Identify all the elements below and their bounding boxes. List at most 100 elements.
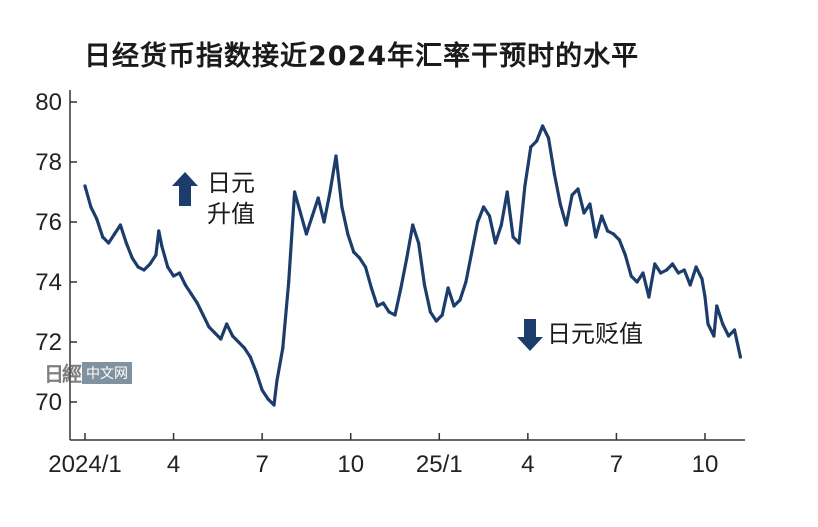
- data-point: [570, 193, 574, 197]
- data-point: [213, 331, 217, 335]
- data-point: [177, 271, 182, 275]
- data-point: [706, 322, 710, 326]
- data-point: [482, 205, 486, 209]
- y-tick-labels: 70 72 74 76 78 80: [35, 89, 62, 416]
- data-point: [352, 250, 356, 254]
- data-point: [670, 262, 675, 266]
- data-point: [375, 304, 379, 308]
- data-point: [381, 301, 385, 305]
- down-arrow-icon: [517, 319, 543, 351]
- data-point: [101, 235, 105, 239]
- data-point: [446, 286, 450, 290]
- data-point: [242, 346, 246, 350]
- data-point: [310, 214, 314, 218]
- data-point: [641, 271, 645, 275]
- data-point: [160, 244, 164, 248]
- data-point: [272, 403, 276, 407]
- data-point: [157, 229, 161, 233]
- data-point: [676, 271, 681, 275]
- data-point: [582, 211, 586, 215]
- data-point: [505, 190, 509, 194]
- data-point: [440, 313, 444, 317]
- watermark-text: 中文网: [82, 361, 132, 384]
- data-point: [428, 310, 432, 314]
- data-point: [369, 286, 373, 290]
- data-point: [576, 187, 580, 191]
- data-point: [275, 379, 279, 383]
- data-point: [183, 283, 187, 287]
- data-point: [493, 241, 497, 245]
- x-tick-labels: 2024/1 4 7 10 25/1 4 7 10: [48, 451, 718, 478]
- data-point: [715, 304, 719, 308]
- data-point: [107, 241, 111, 245]
- x-tick-label: 25/1: [416, 451, 463, 478]
- data-point: [236, 340, 241, 344]
- data-point: [393, 313, 397, 317]
- data-point: [511, 235, 515, 239]
- data-point: [287, 280, 291, 284]
- data-point: [260, 388, 264, 392]
- data-point: [405, 256, 409, 260]
- data-point: [83, 184, 87, 188]
- data-point: [172, 274, 176, 278]
- data-point: [647, 295, 651, 299]
- data-point: [254, 370, 258, 374]
- data-point: [399, 286, 403, 290]
- data-point: [721, 322, 725, 326]
- x-tick-label: 10: [692, 451, 719, 478]
- x-tick-label: 7: [610, 451, 623, 478]
- data-point: [629, 274, 633, 278]
- x-tick-label: 10: [337, 451, 364, 478]
- up-arrow-icon: [172, 172, 198, 206]
- y-tick-label: 72: [35, 329, 62, 356]
- data-point: [458, 298, 462, 302]
- data-point: [738, 355, 743, 359]
- data-point: [281, 346, 285, 350]
- watermark-logo: 日經: [44, 362, 82, 386]
- data-point: [195, 301, 199, 305]
- data-point: [387, 310, 391, 314]
- data-point: [611, 232, 616, 236]
- x-tick-label: 7: [255, 451, 268, 478]
- data-point: [118, 223, 122, 227]
- data-point: [487, 214, 492, 218]
- data-point: [334, 154, 338, 158]
- data-point: [727, 334, 731, 338]
- annotation-down: 日元贬值: [517, 319, 643, 351]
- data-point: [434, 319, 438, 323]
- data-point: [225, 322, 229, 326]
- data-point: [688, 283, 692, 287]
- data-point: [623, 253, 627, 257]
- data-point: [588, 202, 592, 206]
- data-point: [499, 223, 503, 227]
- data-point: [340, 205, 344, 209]
- data-point: [694, 265, 698, 269]
- y-tick-label: 74: [35, 269, 62, 296]
- data-point: [95, 217, 99, 221]
- data-point: [89, 205, 93, 209]
- data-point: [248, 355, 252, 359]
- data-point: [564, 223, 568, 227]
- chart-title: 日经货币指数接近2024年汇率干预时的水平: [84, 41, 640, 72]
- data-point: [529, 145, 533, 149]
- data-point: [293, 190, 297, 194]
- series-line: [83, 124, 742, 407]
- data-point: [535, 139, 539, 143]
- data-point: [148, 262, 152, 266]
- data-point: [417, 241, 421, 245]
- data-point: [142, 268, 146, 272]
- data-point: [207, 325, 211, 329]
- data-point: [653, 262, 657, 266]
- data-point: [665, 268, 669, 272]
- data-point: [635, 280, 639, 284]
- data-point: [594, 235, 598, 239]
- data-point: [219, 337, 223, 341]
- data-point: [266, 397, 270, 401]
- data-point: [166, 265, 170, 269]
- axes: [69, 90, 745, 441]
- y-tick-label: 80: [35, 89, 62, 116]
- data-point: [136, 265, 140, 269]
- data-point: [316, 196, 320, 200]
- x-tick-label: 2024/1: [48, 451, 121, 478]
